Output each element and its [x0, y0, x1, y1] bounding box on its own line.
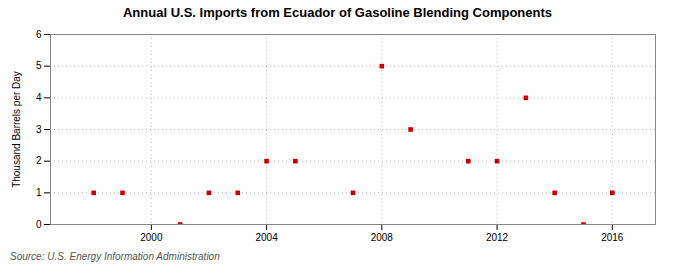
svg-text:0: 0: [36, 219, 42, 230]
svg-text:2000: 2000: [140, 232, 163, 243]
svg-text:5: 5: [36, 60, 42, 71]
svg-text:2008: 2008: [371, 232, 394, 243]
svg-text:3: 3: [36, 124, 42, 135]
svg-text:2016: 2016: [601, 232, 624, 243]
html-text:Annual U.S. Imports from Ecuad: Annual U.S. Imports from Ecuador of Gaso…: [123, 5, 552, 20]
svg-text:2012: 2012: [486, 232, 509, 243]
svg-text:1: 1: [36, 187, 42, 198]
svg-text:2004: 2004: [255, 232, 278, 243]
svg-text:6: 6: [36, 29, 42, 40]
svg-text:Thousand Barrels per Day: Thousand Barrels per Day: [11, 71, 22, 188]
svg-text:4: 4: [36, 92, 42, 103]
html-text:Source: U.S. Energy Informatio: Source: U.S. Energy Information Administ…: [10, 251, 220, 262]
svg-text:2: 2: [36, 155, 42, 166]
